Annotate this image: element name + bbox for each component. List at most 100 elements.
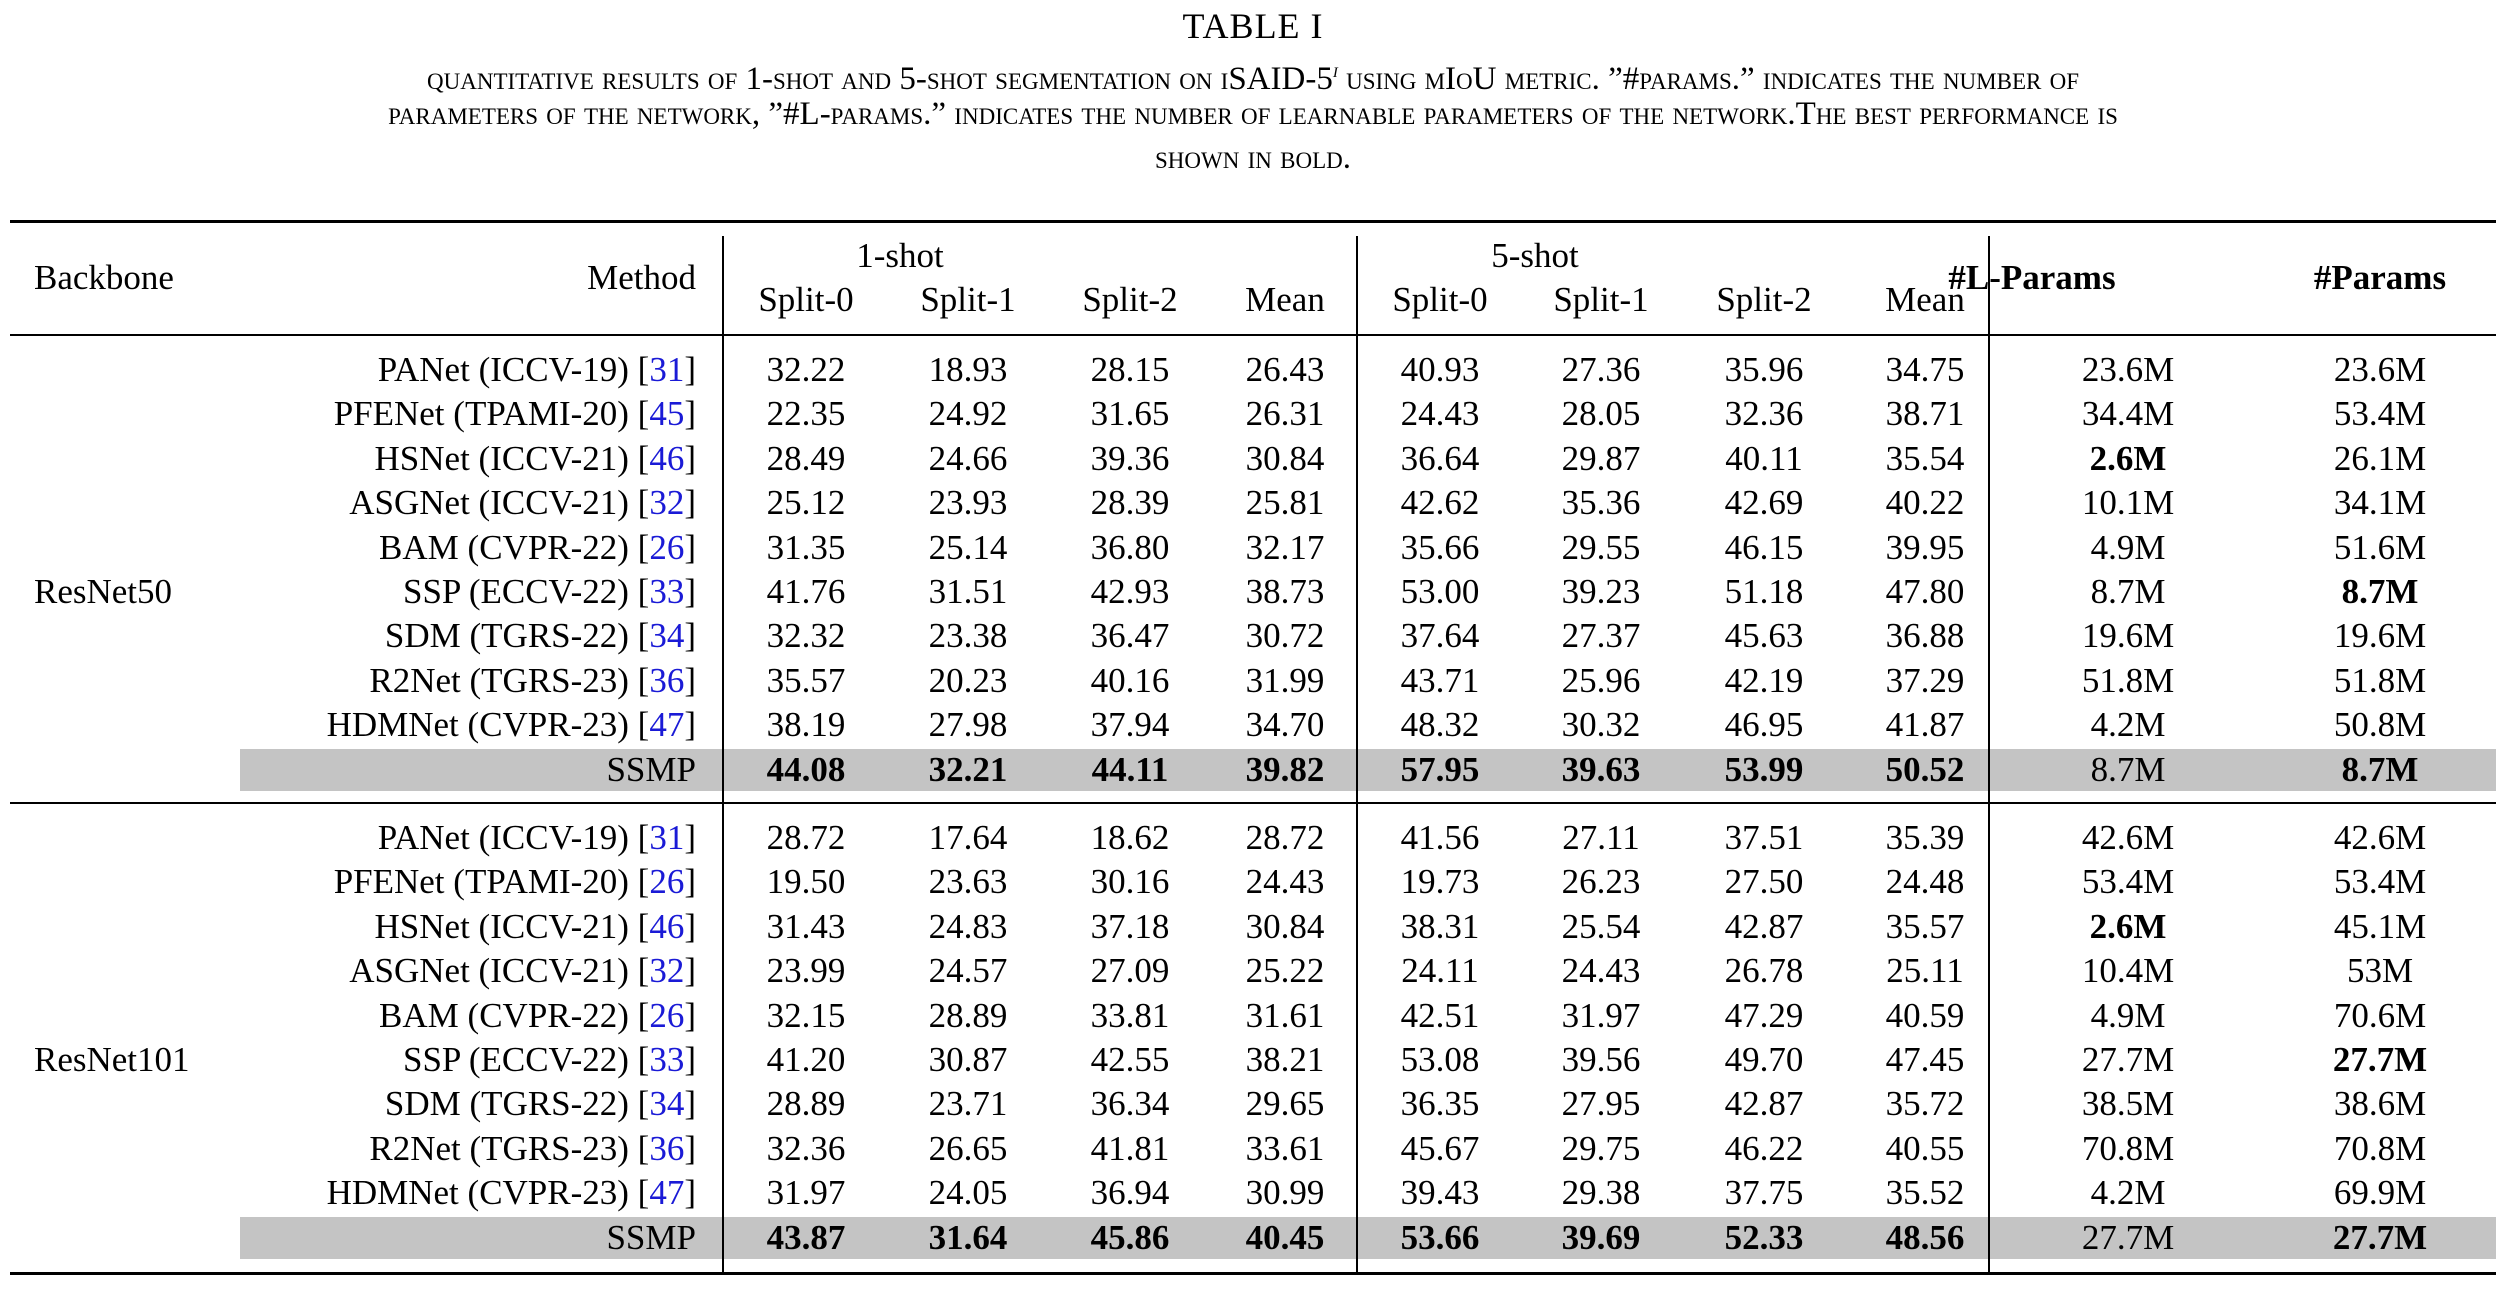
value-cell: 70.8M — [2333, 1128, 2427, 1168]
method-cell: SSP (ECCV-22) [33] — [403, 570, 696, 614]
reference-link[interactable]: 26 — [649, 527, 685, 567]
value-cell: 53.99 — [1724, 749, 1804, 789]
value-cell: 41.76 — [766, 572, 846, 611]
value-cell: 26.23 — [1561, 862, 1641, 902]
reference-close: ] — [684, 951, 696, 991]
value-cell: 42.51 — [1400, 995, 1480, 1035]
value-cell: 37.18 — [1090, 906, 1170, 946]
value-cell: 24.05 — [928, 1173, 1008, 1213]
reference-link[interactable]: 32 — [649, 951, 685, 991]
value-cell: 33.61 — [1245, 1128, 1325, 1168]
value-cell: 27.7M — [2081, 1040, 2175, 1079]
method-name: ASGNet (ICCV-21) [ — [349, 951, 650, 991]
reference-close: ] — [684, 394, 696, 434]
value-cell: 28.89 — [928, 995, 1008, 1035]
value-cell: 37.51 — [1724, 818, 1804, 857]
value-cell: 28.72 — [1245, 818, 1325, 857]
reference-link[interactable]: 32 — [649, 483, 685, 523]
value-cell: 8.7M — [2090, 572, 2166, 611]
method-name: HDMNet (CVPR-23) [ — [326, 705, 650, 745]
value-cell: 30.99 — [1245, 1173, 1325, 1213]
value-cell: 53.66 — [1400, 1217, 1480, 1257]
value-cell: 42.87 — [1724, 906, 1804, 946]
value-cell: 45.86 — [1090, 1217, 1170, 1257]
reference-link[interactable]: 47 — [649, 1173, 685, 1213]
method-name: R2Net (TGRS-23) [ — [369, 660, 650, 700]
reference-link[interactable]: 26 — [649, 862, 685, 902]
reference-link[interactable]: 34 — [649, 1084, 685, 1124]
header-sub-1shot-split1: Split-1 — [920, 280, 1016, 319]
reference-link[interactable]: 33 — [649, 1040, 685, 1079]
column-separator — [722, 236, 724, 334]
header-sub-5shot-split0: Split-0 — [1392, 280, 1488, 319]
value-cell: 42.6M — [2333, 818, 2427, 857]
value-cell: 37.64 — [1400, 616, 1480, 656]
column-separator — [1988, 236, 1990, 334]
value-cell: 40.16 — [1090, 660, 1170, 700]
value-cell: 41.87 — [1885, 705, 1965, 745]
reference-link[interactable]: 47 — [649, 705, 685, 745]
reference-link[interactable]: 33 — [649, 572, 685, 611]
value-cell: 53.4M — [2081, 862, 2175, 902]
reference-link[interactable]: 31 — [649, 350, 685, 389]
header-sub-5shot-split2: Split-2 — [1716, 280, 1812, 319]
method-name: PANet (ICCV-19) [ — [377, 350, 650, 389]
value-cell: 50.8M — [2333, 705, 2427, 745]
method-cell: SSP (ECCV-22) [33] — [403, 1038, 696, 1082]
value-cell: 22.35 — [766, 394, 846, 434]
value-cell: 32.36 — [1724, 394, 1804, 434]
value-cell: 18.93 — [928, 350, 1008, 389]
reference-link[interactable]: 26 — [649, 995, 685, 1035]
method-name: BAM (CVPR-22) [ — [379, 527, 650, 567]
reference-link[interactable]: 46 — [649, 438, 685, 478]
value-cell: 28.72 — [766, 818, 846, 857]
value-cell: 37.29 — [1885, 660, 1965, 700]
value-cell: 57.95 — [1400, 749, 1480, 789]
table-top-rule — [10, 220, 2496, 223]
value-cell: 42.19 — [1724, 660, 1804, 700]
value-cell: 26.1M — [2333, 438, 2427, 478]
value-cell: 34.4M — [2081, 394, 2175, 434]
value-cell: 51.8M — [2081, 660, 2175, 700]
value-cell: 42.62 — [1400, 483, 1480, 523]
value-cell: 42.6M — [2081, 818, 2175, 857]
value-cell: 51.8M — [2333, 660, 2427, 700]
method-cell: R2Net (TGRS-23) [36] — [369, 1127, 696, 1171]
value-cell: 38.21 — [1245, 1040, 1325, 1079]
value-cell: 53.00 — [1400, 572, 1480, 611]
value-cell: 32.21 — [928, 749, 1008, 789]
reference-link[interactable]: 34 — [649, 616, 685, 656]
value-cell: 27.09 — [1090, 951, 1170, 991]
value-cell: 29.87 — [1561, 438, 1641, 478]
reference-link[interactable]: 36 — [649, 660, 685, 700]
table-group-rule — [10, 802, 2496, 804]
reference-link[interactable]: 31 — [649, 818, 685, 857]
value-cell: 36.34 — [1090, 1084, 1170, 1124]
header-params: #Params — [2313, 258, 2447, 297]
reference-link[interactable]: 46 — [649, 906, 685, 946]
value-cell: 30.84 — [1245, 438, 1325, 478]
value-cell: 40.45 — [1245, 1217, 1325, 1257]
value-cell: 23.38 — [928, 616, 1008, 656]
value-cell: 70.6M — [2333, 995, 2427, 1035]
value-cell: 35.57 — [1885, 906, 1965, 946]
value-cell: 23.93 — [928, 483, 1008, 523]
value-cell: 45.1M — [2333, 906, 2427, 946]
reference-close: ] — [684, 350, 696, 389]
caption-line-2: parameters of the network, ”#L-params.” … — [388, 96, 2118, 132]
caption-line-1: quantitative results of 1-shot and 5-sho… — [0, 48, 2506, 101]
value-cell: 43.71 — [1400, 660, 1480, 700]
value-cell: 31.51 — [928, 572, 1008, 611]
reference-link[interactable]: 36 — [649, 1128, 685, 1168]
value-cell: 39.56 — [1561, 1040, 1641, 1079]
caption-line-1-b: using mIoU metric. ”#params.” indicates … — [1337, 61, 2079, 97]
reference-close: ] — [684, 705, 696, 745]
value-cell: 4.9M — [2090, 527, 2166, 567]
value-cell: 35.96 — [1724, 350, 1804, 389]
value-cell: 39.43 — [1400, 1173, 1480, 1213]
table-header-rule — [10, 334, 2496, 336]
value-cell: 39.63 — [1561, 749, 1641, 789]
value-cell: 38.71 — [1885, 394, 1965, 434]
reference-link[interactable]: 45 — [649, 394, 685, 434]
value-cell: 31.99 — [1245, 660, 1325, 700]
